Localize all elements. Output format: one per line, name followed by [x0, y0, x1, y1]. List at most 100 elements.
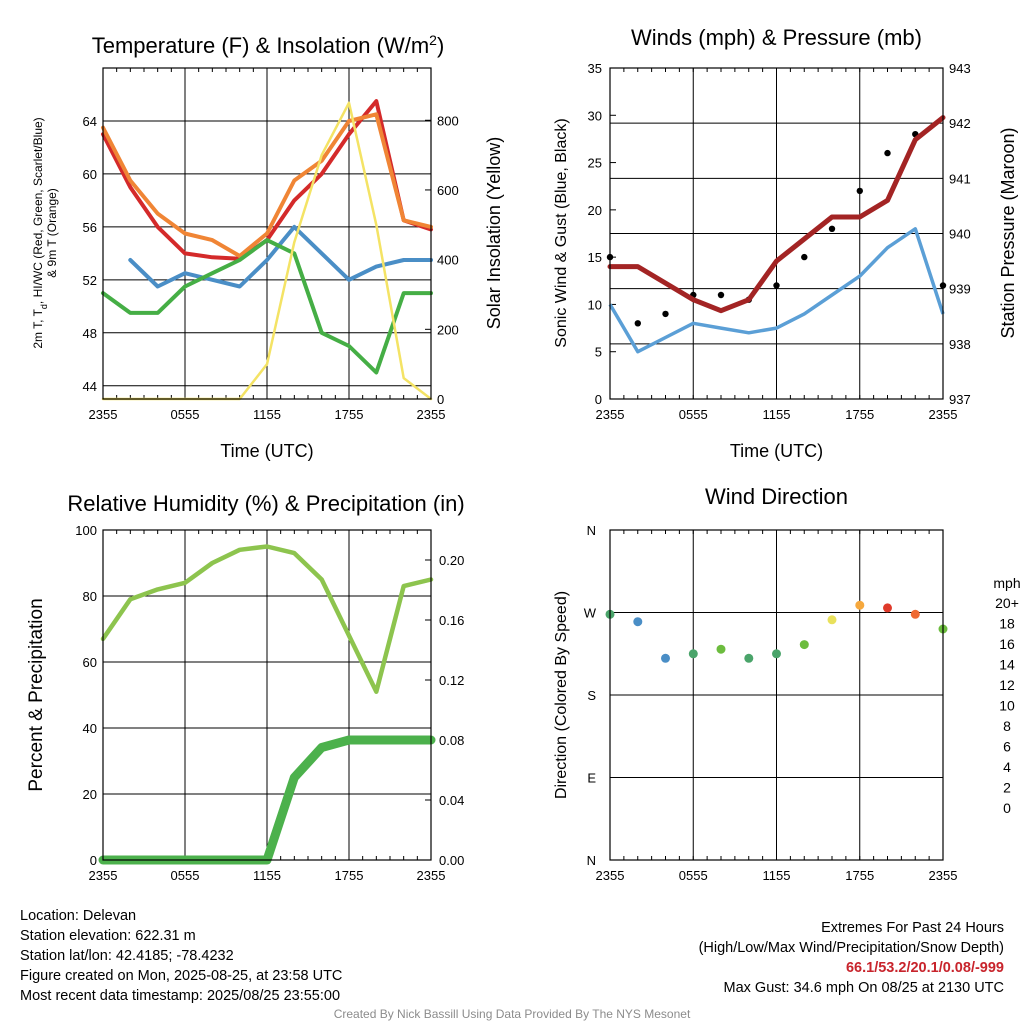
direction-tick-label: S: [587, 688, 596, 703]
colorbar-label: 14: [999, 657, 1015, 673]
y-tick-label: 56: [83, 220, 97, 235]
extremes-values: 66.1/53.2/20.1/0.08/-999: [845, 960, 1004, 976]
humidity-series-line: [100, 544, 434, 694]
recent-timestamp: Most recent data timestamp: 2025/08/25 2…: [20, 988, 341, 1004]
direction-tick-label: N: [587, 523, 596, 538]
rh-chart-title: Relative Humidity (%) & Precipitation (i…: [67, 491, 464, 516]
x-tick-label: 2355: [596, 868, 625, 883]
y-tick-label: 100: [75, 523, 97, 538]
direction-point: [716, 644, 726, 654]
colorbar-label: 10: [999, 698, 1015, 714]
y-tick-label: 40: [83, 721, 97, 736]
x-tick-label: 0555: [171, 407, 200, 422]
station-location: Location: Delevan: [20, 908, 137, 924]
direction-point: [827, 615, 837, 625]
y-tick-label: 15: [588, 250, 602, 265]
y-tick-label: 5: [595, 345, 602, 360]
rh-plot-frame: [102, 529, 432, 861]
x-tick-label: 0555: [679, 868, 708, 883]
gust-point: [828, 225, 836, 232]
direction-point: [855, 600, 865, 610]
y-tick-label: 52: [83, 273, 97, 288]
gust-point: [634, 320, 641, 327]
wind-plot-frame: [609, 67, 944, 400]
y-tick-label: 60: [83, 655, 97, 670]
x-tick-label: 0555: [171, 868, 200, 883]
wind-x-axis-label: Time (UTC): [730, 441, 823, 461]
x-tick-label: 2355: [929, 407, 958, 422]
temp-x-axis-label: Time (UTC): [220, 441, 313, 461]
dir-plot-frame: [609, 529, 944, 861]
station-info: Location: Delevan Station elevation: 622…: [20, 906, 342, 1006]
extremes-title: Extremes For Past 24 Hours: [821, 920, 1004, 936]
x-tick-label: 1755: [335, 868, 364, 883]
y-tick-label: 0: [595, 392, 602, 407]
x-tick-label: 1155: [253, 868, 281, 883]
colorbar-label: 4: [1003, 759, 1011, 775]
rh-y-axis-label: Percent & Precipitation: [26, 598, 47, 791]
colorbar-label: 20+: [995, 595, 1019, 611]
direction-tick-label: W: [584, 606, 597, 621]
x-tick-label: 1155: [253, 407, 281, 422]
y2-tick-label: 0: [437, 392, 444, 407]
colorbar-label: 6: [1003, 738, 1011, 754]
y2-tick-label: 0.08: [439, 733, 464, 748]
station-latlon: Station lat/lon: 42.4185; -78.4232: [20, 948, 234, 964]
y2-tick-label: 0.00: [439, 853, 464, 868]
x-tick-label: 0555: [679, 407, 708, 422]
max-gust: Max Gust: 34.6 mph On 08/25 at 2130 UTC: [723, 980, 1004, 996]
y-tick-label: 25: [588, 156, 602, 171]
x-tick-label: 1755: [335, 407, 364, 422]
gust-point: [662, 310, 669, 318]
x-tick-label: 1755: [845, 868, 874, 883]
y-tick-label: 35: [588, 61, 602, 76]
y-tick-label: 20: [588, 203, 602, 218]
y2-tick-label: 600: [437, 183, 459, 198]
figure-created: Figure created on Mon, 2025-08-25, at 23…: [20, 968, 343, 984]
x-tick-label: 1155: [763, 407, 791, 422]
x-tick-label: 2355: [417, 407, 446, 422]
x-tick-label: 2355: [596, 407, 625, 422]
y2-tick-label: 0.20: [439, 553, 464, 568]
gust-point: [801, 253, 808, 261]
y-tick-label: 44: [83, 379, 97, 394]
temp-chart-title: Temperature (F) & Insolation (W/m2): [92, 32, 445, 58]
wind-chart-title: Winds (mph) & Pressure (mb): [631, 25, 922, 50]
y2-tick-label: 0.16: [439, 613, 464, 628]
x-tick-label: 2355: [89, 407, 118, 422]
wind-y2-axis-label: Station Pressure (Maroon): [998, 127, 1018, 338]
wind-series-line: [608, 227, 945, 354]
y2-tick-label: 400: [437, 253, 459, 268]
direction-tick-label: N: [587, 853, 596, 868]
wind-y-axis-label: Sonic Wind & Gust (Blue, Black): [553, 118, 570, 347]
y-tick-label: 20: [83, 787, 97, 802]
y2-tick-label: 0.04: [439, 793, 464, 808]
extremes-subtitle: (High/Low/Max Wind/Precipitation/Snow De…: [698, 940, 1004, 956]
colorbar-label: 18: [999, 616, 1015, 632]
y-tick-label: 10: [588, 297, 602, 312]
direction-point: [910, 609, 920, 619]
colorbar-label: 12: [999, 677, 1015, 693]
gust-point: [884, 149, 891, 157]
y2-tick-label: 941: [949, 171, 971, 186]
x-tick-label: 1755: [845, 407, 874, 422]
y2-tick-label: 942: [949, 116, 971, 131]
temp-y2-axis-label: Solar Insolation (Yellow): [484, 137, 504, 329]
gust-point: [773, 282, 780, 289]
x-tick-label: 2355: [417, 868, 446, 883]
y2-tick-label: 938: [949, 337, 971, 352]
direction-point: [688, 649, 698, 659]
y-tick-label: 0: [90, 853, 97, 868]
direction-y-axis-label: Direction (Colored By Speed): [553, 591, 570, 799]
credit-line: Created By Nick Bassill Using Data Provi…: [333, 1007, 691, 1021]
y2-tick-label: 800: [437, 113, 459, 128]
temp-series-line-2: [101, 112, 433, 258]
temp-plot-frame: [102, 67, 432, 400]
y2-tick-label: 943: [949, 61, 971, 76]
y2-tick-label: 940: [949, 227, 971, 242]
y-tick-label: 64: [83, 114, 97, 129]
y-tick-label: 30: [588, 108, 602, 123]
x-tick-label: 2355: [89, 868, 118, 883]
direction-point: [772, 649, 781, 659]
direction-point: [799, 640, 809, 650]
